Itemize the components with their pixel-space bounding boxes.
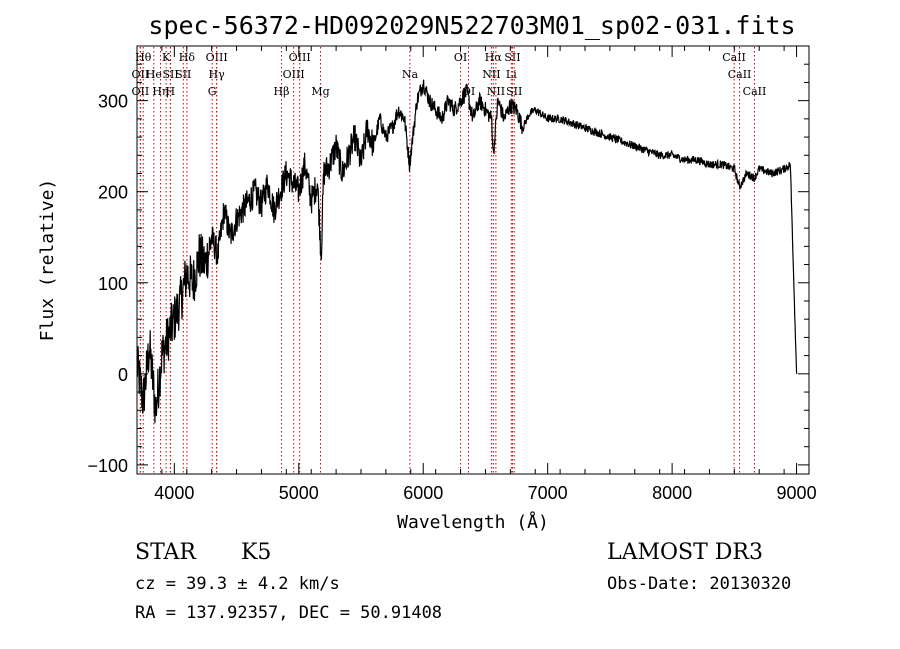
x-tick-label: 6000 [403,483,443,503]
y-tick-label: 100 [98,274,128,294]
spectral-line-label: OII [132,68,150,81]
sky-coordinates: RA = 137.92357, DEC = 50.91408 [135,603,443,623]
spectral-line-label: CaII [728,68,752,81]
spectral-line-label: CaII [722,51,746,64]
spectral-line-label: Mg [311,85,329,98]
spectral-line-label: Li [506,68,517,81]
chart-title: spec-56372-HD092029N522703M01_sp02-031.f… [148,11,795,40]
spectral-line-label: NII [482,68,500,81]
spectral-line-label: CaII [743,85,767,98]
spectral-line-label: OIII [289,51,311,64]
spectral-line-label: Hδ [179,51,196,64]
spectral-line-label: He [146,68,162,81]
object-subclass: K5 [241,540,272,565]
spectral-line-label: SII [504,51,520,64]
spectral-line-label: K [162,51,171,64]
observation-date: Obs-Date: 20130320 [607,574,792,594]
y-tick-label: 0 [118,365,128,385]
spectral-line-label: Hθ [135,51,152,64]
spectral-line-label: Na [402,68,419,81]
flux-series-line [136,79,798,424]
y-tick-label: 300 [98,92,128,112]
spectral-line-label: SII [175,68,191,81]
x-tick-label: 8000 [652,483,692,503]
spectral-line-label: Hβ [274,85,290,98]
spectral-line-label: G [208,85,217,98]
spectral-line-label: OIII [206,51,228,64]
x-axis-label: Wavelength (Å) [397,511,549,533]
spectral-line-label: OIII [283,68,305,81]
x-tick-label: 4000 [154,483,194,503]
axis-ticks: 4000 5000 6000 7000 8000 9000 −100 0 100 200 300 [87,46,817,503]
spectral-line-label: SII [162,68,178,81]
y-tick-label: 200 [98,183,128,203]
spectral-line-label: H [166,85,176,98]
spectral-line-label: OII [132,85,150,98]
spectral-line-label: Hα [485,51,503,64]
spectral-line-label: Hγ [209,68,226,81]
spectral-line-label: OI [454,51,467,64]
y-axis-label: Flux (relative) [37,179,58,342]
object-type: STAR [135,540,196,565]
spectral-line-label: Hη [152,85,168,98]
spectral-line-label: NII [487,85,505,98]
x-tick-label: 9000 [777,483,817,503]
spectral-line-label: SII [506,85,522,98]
plot-frame [136,45,810,475]
x-tick-label: 5000 [279,483,319,503]
survey-name: LAMOST DR3 [607,540,763,565]
x-tick-label: 7000 [528,483,568,503]
redshift-velocity: cz = 39.3 ± 4.2 km/s [135,574,340,594]
y-tick-label: −100 [87,456,128,476]
series-layer [136,79,798,424]
